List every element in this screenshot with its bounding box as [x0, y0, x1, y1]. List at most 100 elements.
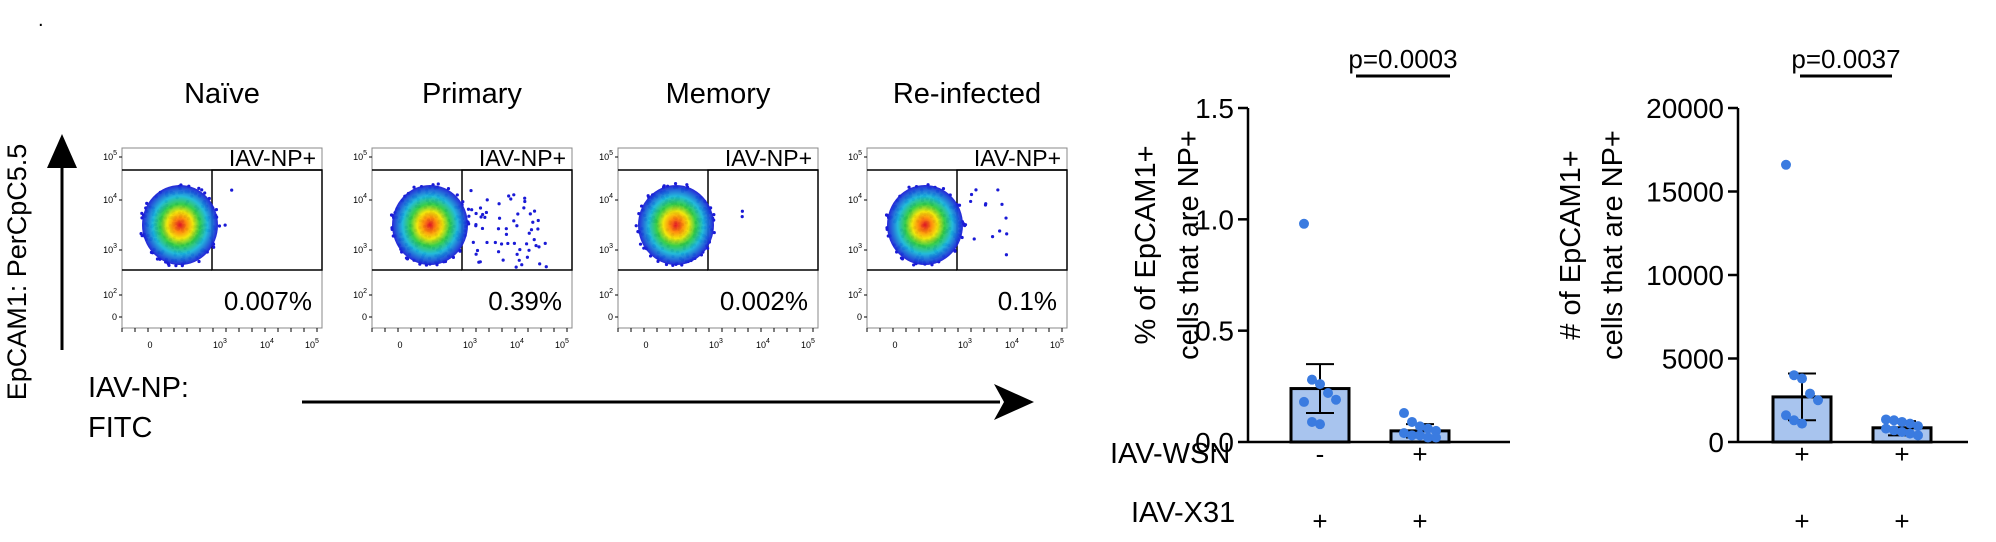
- gated-cell-dot: [996, 188, 1000, 192]
- y-tick-label: 0.5: [1195, 316, 1234, 347]
- cell-dot: [461, 200, 465, 204]
- gated-cell-dot: [974, 188, 978, 192]
- y-tick-exponent: 2: [858, 288, 862, 295]
- gated-cell-dot: [509, 197, 513, 201]
- x-tick-label: 104: [510, 338, 524, 350]
- y-tick-label: 15000: [1646, 177, 1724, 208]
- data-point: [1315, 419, 1325, 430]
- cell-dot: [907, 185, 911, 189]
- cell-dot: [404, 256, 409, 260]
- y-tick-exponent: 4: [609, 193, 613, 200]
- y-tick-exponent: 5: [363, 150, 367, 157]
- y-tick-label: 103: [848, 243, 862, 255]
- y-tick-label: 0: [362, 312, 367, 322]
- gated-cell-dot: [532, 238, 536, 242]
- x-tick-label: 104: [756, 338, 770, 350]
- y-tick-label: 0: [112, 312, 117, 322]
- gate-percent: 0.007%: [224, 286, 312, 316]
- gated-cell-dot: [496, 227, 501, 231]
- gated-cell-dot: [478, 206, 483, 210]
- gated-cell-dot: [497, 216, 502, 220]
- gate-label: IAV-NP+: [479, 145, 566, 171]
- y-tick-label: 104: [599, 193, 613, 205]
- x-tick-label: 105: [555, 338, 569, 350]
- y-tick-label: 105: [599, 150, 613, 162]
- x-tick-exponent: 4: [766, 338, 770, 345]
- x-tick-exponent: 3: [223, 338, 227, 345]
- x-tick-label: 103: [709, 338, 723, 350]
- cell-dot: [467, 214, 471, 218]
- gated-cell-dot: [485, 240, 489, 245]
- y-tick-label: 20000: [1646, 93, 1724, 124]
- gated-cell-dot: [1004, 216, 1008, 220]
- y-axis-label-line1: # of EpCAM1+: [1555, 150, 1587, 339]
- cell-dot: [155, 257, 160, 261]
- gated-cell-dot: [990, 235, 995, 239]
- y-tick-exponent: 2: [609, 288, 613, 295]
- gate-box: [956, 169, 1068, 271]
- y-tick-label: 1.0: [1195, 204, 1234, 235]
- gate-percent: 0.002%: [720, 286, 808, 316]
- cell-dot: [638, 242, 643, 246]
- density-cloud: [392, 185, 468, 265]
- x-tick-label: 105: [305, 338, 319, 350]
- gated-cell-dot: [523, 196, 527, 200]
- cell-dot: [174, 264, 178, 268]
- p-value: p=0.0003: [1348, 44, 1457, 74]
- y-tick-label: 104: [103, 193, 117, 205]
- gated-cell-dot: [534, 243, 538, 248]
- condition-row1-label: IAV-WSN: [1110, 438, 1230, 470]
- y-tick-label: 10000: [1646, 260, 1724, 291]
- cell-dot: [436, 182, 440, 186]
- panel-title: Memory: [666, 78, 771, 110]
- data-point: [1905, 428, 1915, 439]
- x-tick-exponent: 5: [811, 338, 815, 345]
- condition-sign-row1: +: [1894, 439, 1909, 469]
- data-point: [1299, 218, 1309, 229]
- y-tick-label: 104: [353, 193, 367, 205]
- gated-cell-dot: [524, 242, 529, 246]
- x-tick-label: 103: [213, 338, 227, 350]
- gated-cell-dot: [470, 208, 474, 212]
- bar-charts: % of EpCAM1+ cells that are NP+ 0.0 0.5 1.0 1…: [1130, 44, 1968, 536]
- x-tick-label: 0: [147, 340, 152, 350]
- gate-box: [707, 169, 819, 271]
- data-point: [1789, 370, 1799, 381]
- x-tick-label: 104: [1005, 338, 1019, 350]
- y-tick-exponent: 3: [363, 243, 367, 250]
- cell-dot: [673, 181, 678, 186]
- y-tick-label: 102: [599, 288, 613, 300]
- gated-cell-dot: [512, 193, 516, 197]
- gated-cell-dot: [527, 231, 531, 235]
- y-tick-exponent: 4: [113, 193, 117, 200]
- data-point: [1905, 418, 1915, 429]
- cell-dot: [712, 212, 716, 217]
- x-tick-exponent: 4: [1015, 338, 1019, 345]
- cell-dot: [685, 183, 689, 187]
- x-tick-label: 103: [463, 338, 477, 350]
- gated-cell-dot: [532, 209, 537, 213]
- cell-dot: [214, 208, 219, 212]
- x-tick-exponent: 3: [473, 338, 477, 345]
- y-tick-exponent: 5: [113, 150, 117, 157]
- gated-cell-dot: [514, 265, 518, 269]
- y-tick-label: 0: [1708, 427, 1724, 458]
- gate-percent: 0.39%: [488, 286, 562, 316]
- data-point: [1797, 418, 1807, 429]
- gated-cell-dot: [512, 219, 516, 223]
- gated-cell-dot: [517, 258, 521, 262]
- gate-box: [211, 169, 323, 271]
- cell-dot: [957, 203, 962, 207]
- cell-dot: [634, 224, 638, 228]
- y-tick-exponent: 3: [609, 243, 613, 250]
- gated-cell-dot: [515, 252, 519, 256]
- gated-cell-dot: [496, 250, 501, 254]
- condition-sign-row1: -: [1316, 439, 1325, 469]
- cell-dot: [167, 263, 171, 267]
- data-point: [1781, 410, 1791, 421]
- gated-cell-dot: [963, 223, 968, 227]
- bar-chart-2: # of EpCAM1+ cells that are NP+ 0 5000 10000…: [1555, 44, 1968, 536]
- x-tick-label: 105: [1050, 338, 1064, 350]
- panel-title: Naïve: [184, 78, 260, 110]
